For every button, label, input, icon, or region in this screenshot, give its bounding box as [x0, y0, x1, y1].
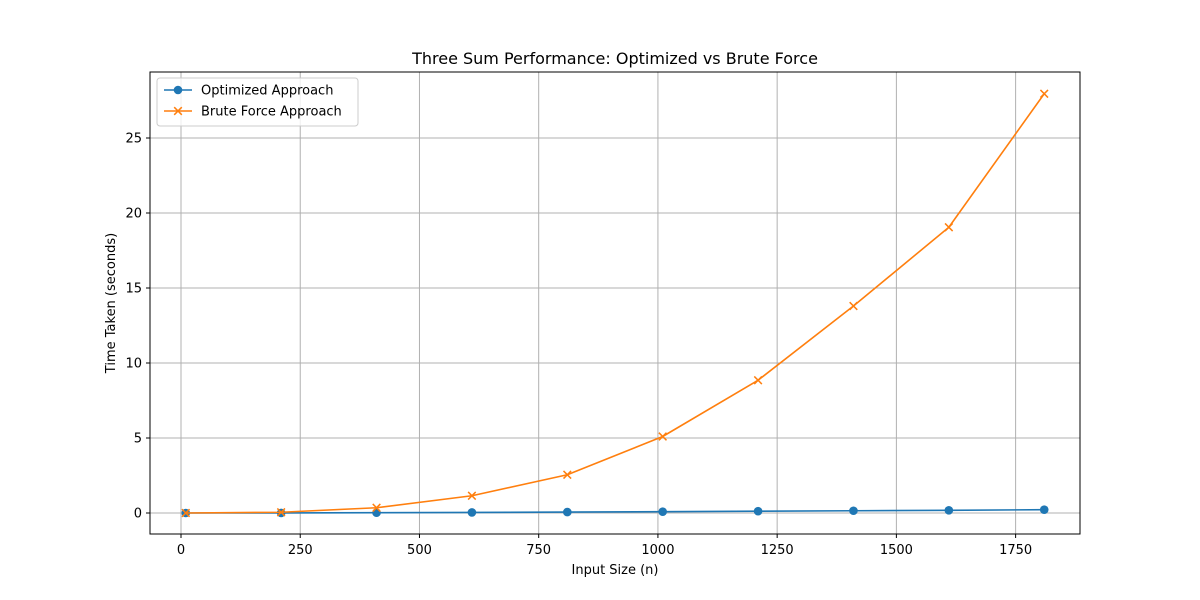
data-point [944, 506, 954, 515]
y-tick-label: 20 [125, 207, 142, 222]
data-point [467, 491, 477, 501]
data-point [849, 301, 858, 311]
legend-label: Optimized Approach [201, 84, 333, 99]
data-point [1039, 505, 1049, 514]
legend-marker [173, 106, 183, 116]
y-tick-label: 10 [125, 357, 142, 372]
y-axis-ticks: 0 5 10 15 20 25 [125, 132, 150, 522]
data-point [372, 503, 381, 513]
data-point [1039, 89, 1049, 99]
x-tick-label: 1250 [761, 543, 794, 558]
x-tick-label: 1500 [880, 543, 913, 558]
data-point [372, 508, 381, 517]
series-line [185, 93, 1045, 514]
chart-title: Three Sum Performance: Optimized vs Brut… [411, 49, 818, 68]
data-point [658, 507, 667, 516]
y-tick-label: 25 [125, 132, 142, 147]
legend: Optimized Approach Brute Force Approach [156, 77, 359, 127]
series-1 [181, 89, 1049, 518]
data-point [562, 470, 572, 480]
legend-box [156, 77, 359, 127]
plot-area-frame [149, 71, 1081, 535]
data-point [467, 508, 477, 517]
data-point [849, 506, 858, 516]
x-tick-label: 0 [177, 543, 185, 558]
data-point [944, 222, 954, 232]
data-point [753, 375, 763, 385]
legend-marker [173, 85, 183, 95]
y-tick-label: 5 [134, 432, 142, 447]
series-layer [181, 89, 1049, 518]
data-point [276, 507, 286, 517]
x-tick-label: 250 [288, 543, 313, 558]
y-tick-label: 0 [134, 507, 142, 522]
x-tick-label: 1000 [641, 543, 674, 558]
y-axis-label: Time Taken (seconds) [104, 233, 119, 374]
x-tick-label: 750 [526, 543, 551, 558]
x-axis-label: Input Size (n) [572, 563, 659, 578]
x-axis-ticks: 0 250 500 750 1000 1250 1500 1750 [177, 534, 1032, 558]
x-tick-label: 1750 [999, 543, 1032, 558]
series-line [185, 508, 1045, 514]
data-point [181, 508, 191, 518]
data-point [753, 506, 763, 516]
data-point [658, 432, 668, 441]
x-tick-label: 500 [407, 543, 432, 558]
y-tick-label: 15 [125, 282, 142, 297]
data-point [563, 507, 572, 517]
legend-label: Brute Force Approach [201, 105, 342, 120]
